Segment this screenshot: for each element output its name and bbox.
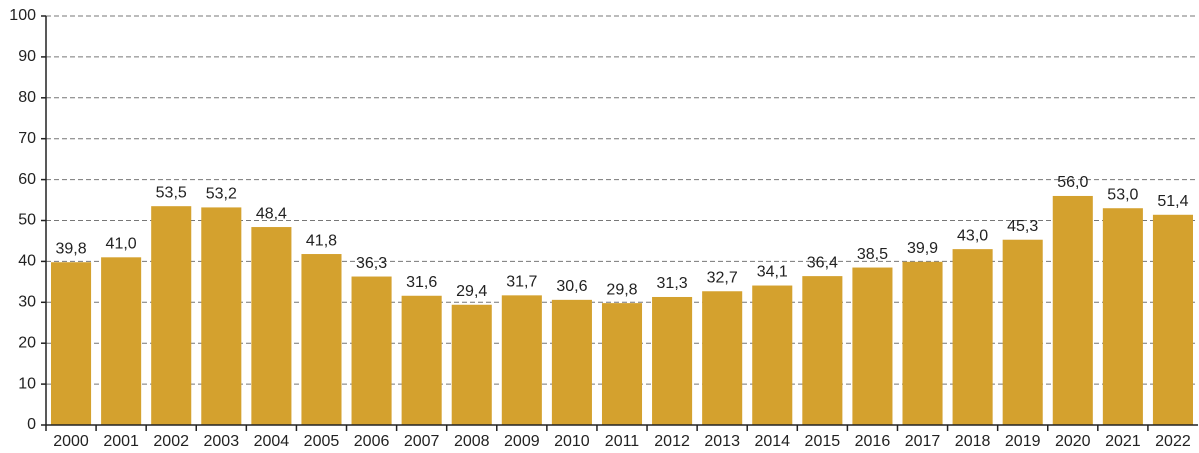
bar (401, 295, 442, 425)
data-label: 38,5 (857, 246, 888, 263)
bar (551, 299, 592, 425)
x-tick-label: 2014 (754, 433, 790, 450)
y-tick-label: 30 (18, 294, 36, 311)
data-label: 53,2 (206, 186, 237, 203)
data-label: 36,4 (807, 254, 838, 271)
bar (151, 206, 192, 425)
data-label: 29,4 (456, 283, 487, 300)
bar (351, 276, 392, 425)
x-tick-label: 2001 (103, 433, 139, 450)
x-tick-label: 2000 (53, 433, 89, 450)
bar (752, 285, 793, 425)
y-tick-label: 70 (18, 130, 36, 147)
data-label: 43,0 (957, 227, 988, 244)
x-tick-label: 2009 (504, 433, 540, 450)
y-tick-label: 10 (18, 375, 36, 392)
data-label: 36,3 (356, 255, 387, 272)
x-tick-label: 2006 (354, 433, 390, 450)
bar (1102, 208, 1143, 425)
bar (501, 295, 542, 425)
y-tick-label: 60 (18, 171, 36, 188)
bar (601, 303, 643, 425)
bar (952, 249, 993, 425)
bar (1052, 195, 1093, 425)
x-tick-label: 2019 (1005, 433, 1041, 450)
x-tick-label: 2004 (254, 433, 290, 450)
bar (852, 267, 893, 425)
bar (1152, 214, 1193, 425)
data-label: 56,0 (1057, 174, 1088, 191)
y-tick-label: 50 (18, 212, 36, 229)
x-tick-label: 2010 (554, 433, 590, 450)
y-tick-label: 40 (18, 253, 36, 270)
y-tick-label: 0 (27, 416, 36, 433)
bar (101, 257, 142, 425)
x-tick-label: 2020 (1055, 433, 1091, 450)
data-label: 29,8 (606, 281, 637, 298)
y-tick-label: 90 (18, 48, 36, 65)
y-tick-label: 100 (9, 7, 36, 24)
x-tick-label: 2008 (454, 433, 490, 450)
y-tick-label: 80 (18, 89, 36, 106)
data-label: 39,8 (55, 240, 86, 257)
bar (702, 291, 743, 425)
x-tick-label: 2002 (153, 433, 189, 450)
bar (1002, 239, 1043, 425)
bar (301, 254, 342, 425)
x-tick-label: 2021 (1105, 433, 1141, 450)
data-label: 41,8 (306, 232, 337, 249)
x-tick-label: 2012 (654, 433, 690, 450)
data-label: 45,3 (1007, 218, 1038, 235)
data-label: 51,4 (1157, 193, 1188, 210)
y-tick-label: 20 (18, 334, 36, 351)
bar (51, 262, 92, 425)
x-tick-label: 2018 (955, 433, 991, 450)
x-tick-label: 2022 (1155, 433, 1191, 450)
data-label: 41,0 (106, 236, 137, 253)
data-label: 53,5 (156, 184, 187, 201)
x-tick-label: 2017 (905, 433, 941, 450)
data-label: 31,3 (657, 275, 688, 292)
bar (802, 276, 843, 425)
bar (652, 296, 693, 425)
bar (902, 261, 943, 425)
x-tick-label: 2016 (855, 433, 891, 450)
data-label: 53,0 (1107, 186, 1138, 203)
bar (251, 227, 292, 425)
x-tick-label: 2015 (805, 433, 841, 450)
x-tick-label: 2007 (404, 433, 440, 450)
x-tick-label: 2013 (704, 433, 740, 450)
x-tick-label: 2005 (304, 433, 340, 450)
bar (451, 304, 492, 425)
data-label: 48,4 (256, 205, 287, 222)
x-tick-label: 2003 (204, 433, 240, 450)
bar (201, 207, 242, 425)
x-tick-label: 2011 (605, 433, 640, 450)
data-label: 31,6 (406, 274, 437, 291)
data-label: 39,9 (907, 240, 938, 257)
data-label: 30,6 (556, 278, 587, 295)
data-label: 34,1 (757, 264, 788, 281)
data-label: 32,7 (707, 269, 738, 286)
data-label: 31,7 (506, 274, 537, 291)
